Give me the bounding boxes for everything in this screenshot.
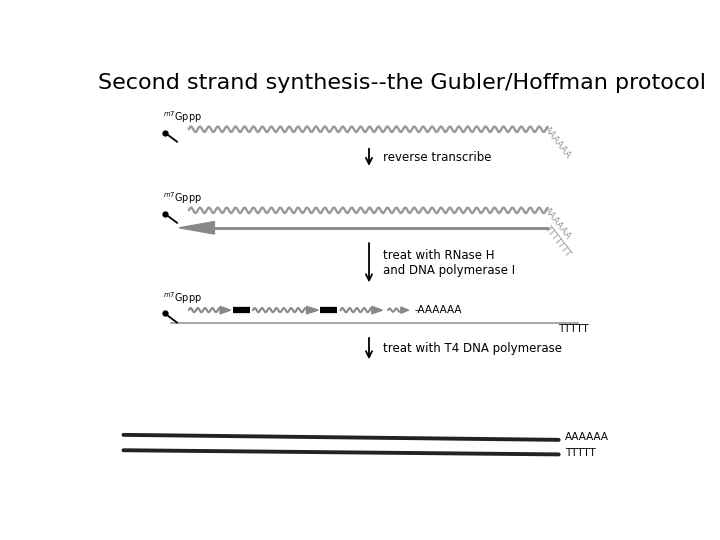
Text: $^{m7}$Gppp: $^{m7}$Gppp xyxy=(163,109,202,125)
Text: reverse transcribe: reverse transcribe xyxy=(383,151,492,164)
Polygon shape xyxy=(220,306,230,314)
Text: TTTTT: TTTTT xyxy=(557,324,588,334)
Polygon shape xyxy=(401,307,409,313)
Text: treat with T4 DNA polymerase: treat with T4 DNA polymerase xyxy=(383,342,562,355)
Text: Second strand synthesis--the Gubler/Hoffman protocol: Second strand synthesis--the Gubler/Hoff… xyxy=(99,73,706,93)
Text: TTTTT: TTTTT xyxy=(565,448,596,458)
Text: TTTTTTT: TTTTTTT xyxy=(542,224,572,258)
Text: AAAAAA: AAAAAA xyxy=(565,433,609,442)
Text: AAAAAA: AAAAAA xyxy=(542,124,572,160)
Polygon shape xyxy=(307,306,318,314)
Polygon shape xyxy=(372,306,382,314)
Text: treat with RNase H
and DNA polymerase I: treat with RNase H and DNA polymerase I xyxy=(383,249,515,276)
Text: AAAAAA: AAAAAA xyxy=(542,205,572,241)
Polygon shape xyxy=(179,221,215,234)
Text: $^{m7}$Gppp: $^{m7}$Gppp xyxy=(163,191,202,206)
Text: $^{m7}$Gppp: $^{m7}$Gppp xyxy=(163,290,202,306)
Text: -AAAAAA: -AAAAAA xyxy=(414,305,462,315)
